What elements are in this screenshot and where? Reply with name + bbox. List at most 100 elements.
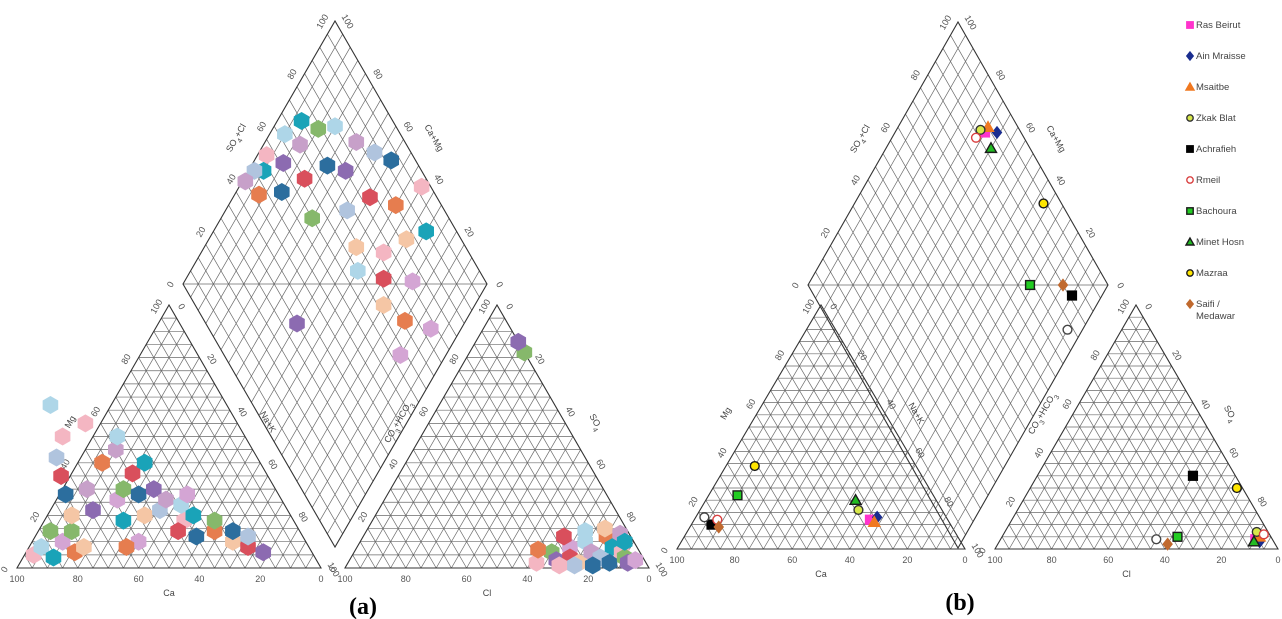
anion-point-bachoura xyxy=(1172,531,1183,542)
anion-right-tick: 0 xyxy=(504,302,515,311)
cation-point-unlabeled xyxy=(699,512,710,523)
cation-sample-point xyxy=(57,485,74,504)
cation-left-tick: 0 xyxy=(0,565,10,574)
legend-label-achrafieh: Achrafieh xyxy=(1196,144,1236,155)
cation-sample-point xyxy=(255,543,272,562)
piper-panel-a: 0002020204040406060608080801001001000002… xyxy=(0,12,670,619)
cation-point-zkak-blat xyxy=(853,504,864,516)
diamond-left-tick: 40 xyxy=(849,173,863,187)
anion-triangle-frame xyxy=(994,303,1279,550)
cation-sample-point xyxy=(42,522,59,541)
anion-triangle-grid xyxy=(352,317,642,569)
cation-right-tick: 60 xyxy=(913,446,927,460)
diamond-sample-point xyxy=(237,172,254,191)
legend-label-saifi-medawar: Saifi / xyxy=(1196,299,1220,310)
diamond-right-tick: 80 xyxy=(994,68,1008,82)
diamond-sample-point xyxy=(258,146,275,165)
diamond-right-tick: 20 xyxy=(462,225,476,239)
diamond-right-tick: 0 xyxy=(494,280,505,289)
cation-bottom-tick: 100 xyxy=(9,574,24,584)
anion-sample-point xyxy=(528,553,545,572)
diamond-sample-point xyxy=(398,230,415,249)
cation-sample-point xyxy=(63,506,80,525)
anion-bottom-axis-label: Cl xyxy=(1122,569,1131,579)
diamond-right-axis-label: Ca+Mg xyxy=(422,123,445,153)
legend-marker-bachoura xyxy=(1186,207,1194,215)
anion-bottom-tick: 60 xyxy=(1103,555,1113,565)
anion-left-tick: 0 xyxy=(327,565,338,574)
diamond-left-tick: 80 xyxy=(909,68,923,82)
diamond-point-unlabeled xyxy=(1062,324,1073,335)
cation-bottom-tick: 60 xyxy=(787,555,797,565)
diamond-sample-point xyxy=(383,151,400,170)
diamond-point-mazraa xyxy=(1038,198,1049,209)
anion-right-tick: 80 xyxy=(1255,495,1269,509)
diamond-right-tick: 80 xyxy=(371,67,385,81)
anion-triangle-frame xyxy=(344,303,650,569)
diamond-right-tick: 20 xyxy=(1084,226,1098,240)
diamond-point-zkak-blat xyxy=(975,124,986,135)
cation-left-tick: 20 xyxy=(686,495,700,509)
cation-sample-point xyxy=(185,506,202,525)
cation-right-tick: 40 xyxy=(236,405,250,419)
diamond-sample-point xyxy=(310,119,327,138)
diamond-sample-point xyxy=(337,161,354,180)
cation-left-tick: 100 xyxy=(800,297,816,315)
anion-left-tick: 60 xyxy=(1060,397,1074,411)
diamond-sample-point xyxy=(289,314,305,333)
diamond-sample-point xyxy=(293,111,310,130)
diamond-sample-point xyxy=(397,311,413,330)
diamond-sample-point xyxy=(296,169,313,188)
anion-right-tick: 60 xyxy=(1227,446,1241,460)
cation-left-tick: 80 xyxy=(119,352,133,366)
cation-left-tick: 0 xyxy=(659,546,670,555)
anion-sample-point xyxy=(616,532,633,551)
anion-bottom-tick: 0 xyxy=(1275,555,1280,565)
diamond-sample-point xyxy=(404,272,421,291)
cation-sample-point xyxy=(108,440,124,459)
diamond-left-tick: 40 xyxy=(224,172,238,186)
cation-left-tick: 100 xyxy=(148,297,164,315)
legend-marker-minet-hosn xyxy=(1184,236,1196,246)
cation-point-mazraa xyxy=(749,460,760,472)
anion-sample-point xyxy=(597,519,613,538)
anion-bottom-tick: 20 xyxy=(1216,555,1226,565)
diamond-grid xyxy=(808,34,1108,536)
cation-sample-point xyxy=(48,448,65,467)
legend: Ras Beirut Ain Mraisse Msaitbe Zkak Blat Ach… xyxy=(1184,20,1246,322)
diamond-right-tick: 100 xyxy=(963,13,979,31)
anion-bottom-tick: 100 xyxy=(987,555,1002,565)
cation-sample-point xyxy=(85,501,101,520)
diamond-sample-point xyxy=(339,201,355,220)
cation-sample-point xyxy=(45,548,62,567)
anion-sample-point xyxy=(577,522,593,541)
cation-left-tick: 60 xyxy=(89,405,103,419)
legend-label-saifi-medawar: Medawar xyxy=(1196,311,1235,322)
anion-right-tick: 60 xyxy=(594,457,608,471)
diamond-sample-point xyxy=(348,132,365,151)
cation-right-axis-label: Na+K xyxy=(258,409,278,434)
diamond-sample-point xyxy=(251,185,267,204)
anion-sample-point xyxy=(551,556,568,575)
cation-sample-point xyxy=(79,480,95,499)
diamond-sample-point xyxy=(277,125,293,144)
cation-sample-point xyxy=(54,532,71,551)
diamond-point-minet-hosn xyxy=(984,141,998,154)
anion-sample-point xyxy=(566,556,583,575)
diamond-point-bachoura xyxy=(1024,279,1036,291)
cation-sample-point xyxy=(109,427,126,446)
diamond-point-rmeil xyxy=(970,132,982,143)
anion-right-axis-label: SO4 xyxy=(584,412,604,433)
cation-sample-point xyxy=(94,453,110,472)
cation-triangle-frame xyxy=(676,303,966,550)
diamond-sample-point xyxy=(366,143,383,162)
diamond-grid xyxy=(183,33,487,535)
anion-bottom-tick: 80 xyxy=(401,574,411,584)
legend-label-rmeil: Rmeil xyxy=(1196,175,1220,186)
diamond-sample-point xyxy=(319,156,336,175)
legend-marker-saifi-medawar xyxy=(1185,298,1195,310)
cation-sample-point xyxy=(115,511,132,530)
piper-panel-b: 0002020204040406060608080801001001000002… xyxy=(659,13,1281,616)
diamond-sample-point xyxy=(327,117,343,136)
diamond-sample-point xyxy=(292,135,308,154)
